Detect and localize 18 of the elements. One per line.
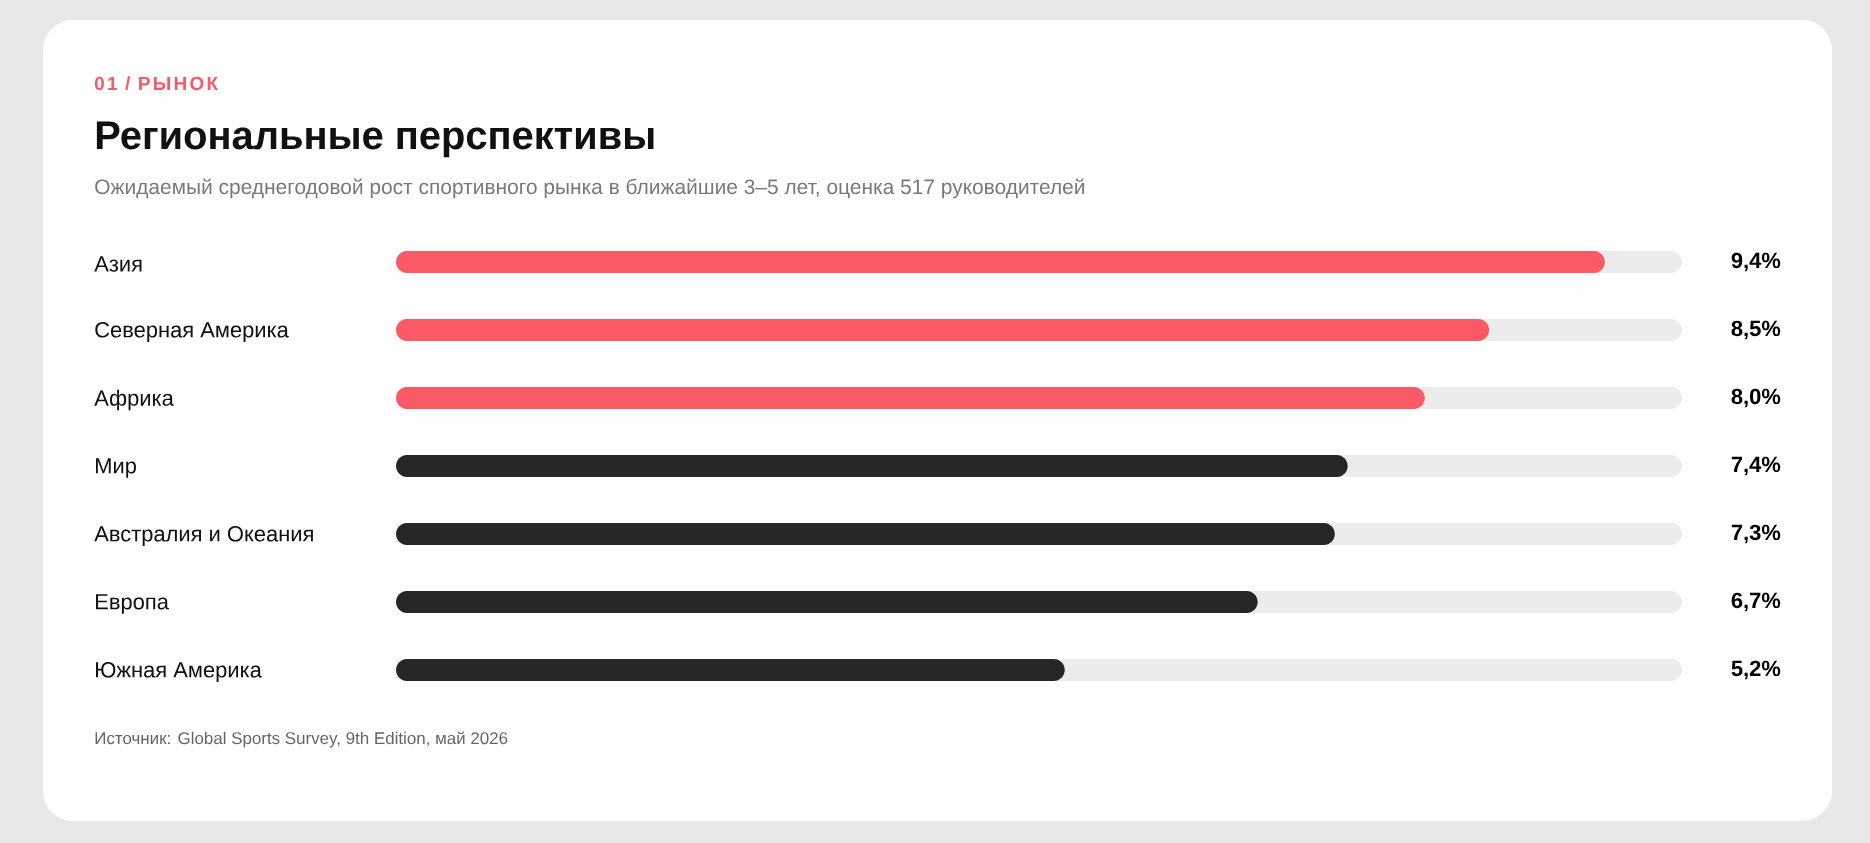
y-tick-label: Европа (96, 594, 169, 614)
data-label: 7,3% (1731, 524, 1781, 544)
y-tick-label: Африка (94, 389, 174, 411)
data-label: 6,7% (1731, 592, 1781, 612)
data-label: 9,4% (1731, 252, 1781, 272)
chart-title: Региональные перспективы (96, 121, 654, 158)
data-label: 7,4% (1731, 456, 1781, 476)
text: Источник: Global Sports Survey, 9th Edition, май 2026 (95, 731, 508, 748)
data-label: 8,0% (1731, 388, 1781, 408)
y-tick-label: Южная Америка (96, 662, 262, 682)
chart-subtitle: Ожидаемый среднегодовой рост спортивного рынка в ближайшие 3–5 лет, оценка 517 руководителей (95, 178, 1085, 199)
y-tick-label: Северная Америка (95, 322, 289, 342)
text: 01 / РЫНОК (94, 76, 219, 91)
data-label: 8,5% (1731, 320, 1781, 340)
y-tick-label: Азия (94, 256, 142, 272)
y-tick-label: Австралия и Океания (94, 526, 313, 546)
y-tick-label: Мир (96, 458, 136, 478)
data-label: 5,2% (1731, 660, 1781, 680)
